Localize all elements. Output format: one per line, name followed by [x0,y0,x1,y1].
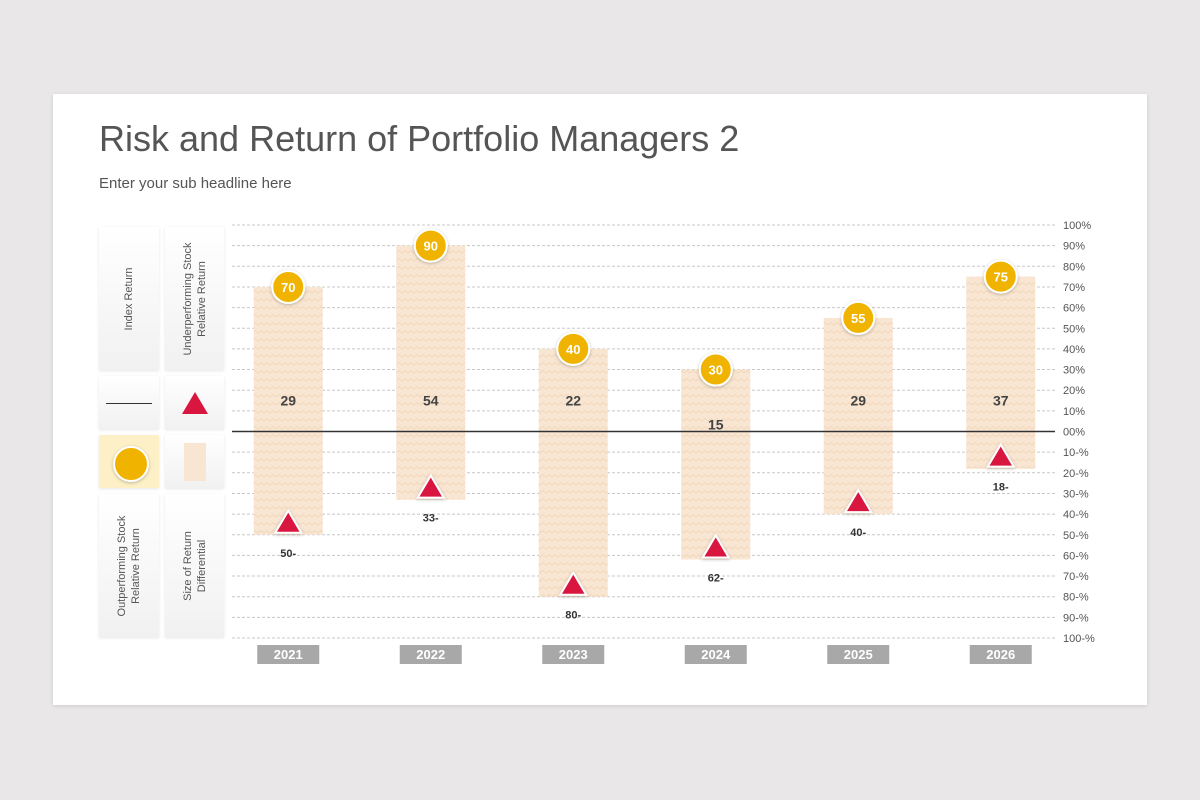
year-label: 2023 [559,647,588,662]
year-tab [827,645,890,664]
underperform-label: 80- [565,610,581,622]
outperform-label: 70 [281,280,295,295]
y-tick-label: 30% [1063,365,1085,377]
year-label: 2025 [844,647,873,662]
outperform-label: 75 [994,270,1008,285]
legend-outperforming-label-cell: Outperforming Stock Relative Return [99,494,159,637]
differential-label: 22 [565,393,581,409]
underperform-triangle [843,488,874,514]
year-label: 2026 [986,647,1015,662]
outperform-circle [413,228,448,263]
year-tab [257,645,320,664]
underperform-label: 18- [993,482,1009,494]
gold-circle-icon [113,445,149,482]
outperform-label: 40 [566,342,580,357]
bars-layer [253,245,1036,597]
y-tick-label: 20-% [1063,468,1089,480]
y-tick-label: 30-% [1063,488,1089,500]
red-triangle-icon [181,391,208,414]
underperform-label: 62- [708,573,724,585]
differential-label: 37 [993,393,1009,409]
y-tick-label: 50% [1063,323,1085,335]
year-tab [399,645,462,664]
marks-layer: 29 50- 70 2021 54 33- 90 2022 22 80- 40 2023 15 62- 30… [257,228,1032,664]
y-tick-label: 50-% [1063,530,1089,542]
differential-label: 29 [850,393,866,409]
y-tick-label: 40% [1063,344,1085,356]
year-label: 2021 [274,647,303,662]
return-differential-bar [538,348,608,597]
differential-label: 29 [280,393,296,409]
return-differential-bar [681,369,751,560]
underperform-label: 50- [280,548,296,560]
grid-layer: 100% 90% 80% 70% 60% 50% 40% 30% 20% 10% 00% 10-% 20… [232,220,1095,645]
y-tick-label: 60-% [1063,550,1089,562]
return-differential-bar [823,317,893,515]
underperform-label: 33- [423,513,439,525]
y-tick-label: 80-% [1063,592,1089,604]
legend-index-line-cell [99,376,159,429]
outperform-circle [271,269,306,304]
underperform-triangle [558,570,589,596]
outperform-label: 30 [709,363,723,378]
underperform-label: 40- [850,527,866,539]
year-label: 2022 [416,647,445,662]
legend-underperforming-label-cell: Underperforming Stock Relative Return [165,227,224,370]
index-line-icon [106,402,152,404]
y-tick-label: 60% [1063,303,1085,315]
year-label: 2024 [701,647,731,662]
y-tick-label: 10-% [1063,447,1089,459]
underperform-triangle [985,442,1016,468]
outperform-circle [841,300,876,335]
y-tick-label: 10% [1063,406,1085,418]
return-differential-bar [396,245,466,500]
outperform-label: 90 [424,239,438,254]
outperform-circle [698,352,733,387]
legend-circle-cell [99,435,159,488]
year-tab [542,645,605,664]
page-title: Risk and Return of Portfolio Managers 2 [99,118,740,159]
y-tick-label: 00% [1063,427,1085,439]
outperform-label: 55 [851,311,865,326]
legend-bar-cell [165,435,224,488]
outperform-circle [983,259,1018,294]
differential-label: 54 [423,393,439,409]
page-subtitle: Enter your sub headline here [99,175,292,192]
y-tick-label: 70% [1063,282,1085,294]
legend-index-return-label-cell: Index Return [99,227,159,370]
legend-triangle-cell [165,376,224,429]
year-tab [969,645,1032,664]
y-tick-label: 100-% [1063,633,1095,645]
y-tick-label: 80% [1063,261,1085,273]
bar-swatch-icon [183,442,206,481]
underperform-triangle [415,473,446,499]
y-tick-label: 20% [1063,385,1085,397]
return-differential-bar [966,276,1036,469]
y-tick-label: 90% [1063,241,1085,253]
return-differential-bar [253,286,323,535]
differential-label: 15 [708,417,724,433]
y-tick-label: 90-% [1063,612,1089,624]
legend-size-diff-label-cell: Size of Return Differential [165,494,224,637]
y-tick-label: 100% [1063,220,1091,232]
underperform-triangle [273,508,304,534]
outperform-circle [556,331,591,366]
year-tab [684,645,747,664]
y-tick-label: 40-% [1063,509,1089,521]
y-tick-label: 70-% [1063,571,1089,583]
underperform-triangle [700,533,731,559]
